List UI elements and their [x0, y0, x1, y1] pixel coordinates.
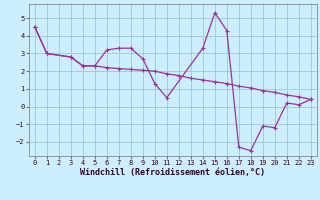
X-axis label: Windchill (Refroidissement éolien,°C): Windchill (Refroidissement éolien,°C)	[80, 168, 265, 177]
